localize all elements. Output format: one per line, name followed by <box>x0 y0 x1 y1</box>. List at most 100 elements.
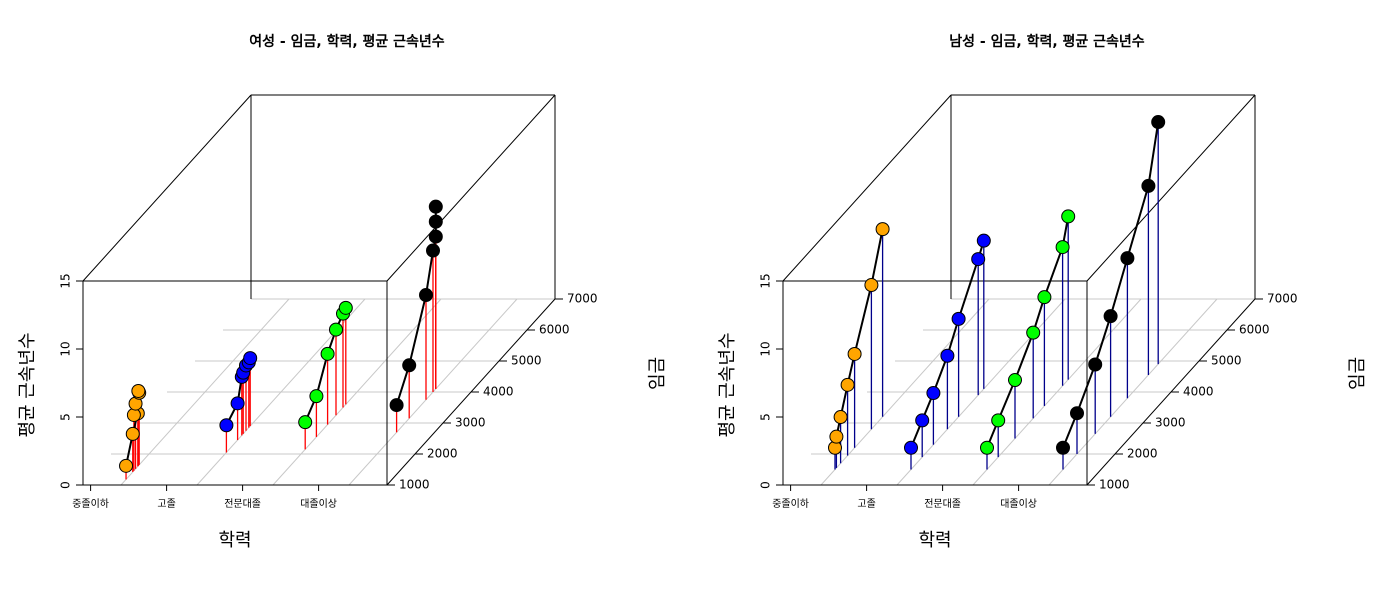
series-3 <box>980 209 1076 470</box>
series-4 <box>1056 115 1166 470</box>
z-axis-label: 평균 근속년수 <box>717 332 738 437</box>
y-tick-label-4: 5000 <box>511 354 542 368</box>
grid-line-x-3 <box>272 298 442 486</box>
chart-title: 남성 - 임금, 학력, 평균 근속년수 <box>949 33 1144 50</box>
data-point-6 <box>1141 178 1156 193</box>
data-point-7 <box>131 383 146 398</box>
z-tick-label-3: 15 <box>759 273 773 288</box>
z-tick-label-2: 10 <box>59 341 73 356</box>
z-tick-label-0: 0 <box>759 481 773 489</box>
data-point-7 <box>1151 115 1166 130</box>
y-tick-label-6: 7000 <box>1267 292 1298 306</box>
series-2 <box>904 233 991 470</box>
data-point-5 <box>1037 290 1052 305</box>
data-point-3 <box>926 386 941 401</box>
y-tick-label-3: 4000 <box>483 385 514 399</box>
data-point-1 <box>980 440 994 455</box>
x-tick-label-3: 대졸이상 <box>300 498 337 510</box>
x-tick-label-2: 전문대졸 <box>224 498 261 510</box>
series-1 <box>828 222 890 470</box>
x-tick-label-2: 전문대졸 <box>924 498 961 510</box>
data-point-2 <box>402 358 417 373</box>
data-point-7 <box>976 233 991 248</box>
data-point-3 <box>1088 357 1103 372</box>
x-axis-label: 학력 <box>218 530 251 551</box>
box-edge-CG <box>1086 94 1256 282</box>
x-tick-label-1: 고졸 <box>857 498 875 510</box>
data-point-6 <box>338 300 353 315</box>
data-point-2 <box>829 429 844 444</box>
data-point-7 <box>243 351 258 366</box>
data-point-3 <box>1008 373 1022 388</box>
x-tick-label-3: 대졸이상 <box>1000 498 1037 510</box>
z-tick-label-1: 5 <box>59 413 73 421</box>
data-point-3 <box>833 410 848 425</box>
chart-panel-2: 0 5 10 15 1000 2000 3000 4000 5000 6000 7000 중졸이하 고졸… <box>717 33 1368 551</box>
x-tick-label-0: 중졸이하 <box>72 497 109 510</box>
data-point-4 <box>1103 309 1118 324</box>
z-tick-label-2: 10 <box>759 341 773 356</box>
z-axis-label: 평균 근속년수 <box>17 332 38 437</box>
data-point-6 <box>971 252 986 267</box>
data-point-1 <box>119 458 134 473</box>
data-point-5 <box>951 311 966 326</box>
z-tick-label-0: 0 <box>59 481 73 489</box>
x-tick-label-1: 고졸 <box>157 498 175 510</box>
y-tick-label-0: 1000 <box>1099 478 1130 492</box>
data-point-4 <box>840 377 855 392</box>
data-point-7 <box>428 199 443 214</box>
box-edge-DH <box>82 94 252 282</box>
y-tick-label-2: 3000 <box>455 416 486 430</box>
data-point-6 <box>1055 240 1070 255</box>
data-point-2 <box>309 389 324 404</box>
data-point-1 <box>904 440 918 455</box>
grid-line-x-1 <box>120 298 290 486</box>
series-1 <box>119 383 147 480</box>
data-point-2 <box>915 413 930 428</box>
y-tick-label-3: 4000 <box>1183 385 1214 399</box>
y-tick-label-1: 2000 <box>1127 447 1158 461</box>
data-point-1 <box>298 415 313 430</box>
series-3 <box>298 300 353 450</box>
z-tick-label-3: 15 <box>59 273 73 288</box>
y-tick-label-4: 5000 <box>1211 354 1242 368</box>
y-tick-label-2: 3000 <box>1155 416 1186 430</box>
data-point-6 <box>428 214 443 229</box>
y-tick-label-0: 1000 <box>399 478 430 492</box>
z-tick-label-1: 5 <box>759 413 773 421</box>
data-point-2 <box>230 396 245 411</box>
data-point-1 <box>389 398 404 413</box>
data-point-7 <box>875 222 890 237</box>
x-tick-label-0: 중졸이하 <box>772 497 809 510</box>
data-point-4 <box>426 243 440 258</box>
box-edge-DH <box>782 94 952 282</box>
data-point-7 <box>1061 209 1076 224</box>
y-axis-label: 임금 <box>647 357 668 390</box>
y-tick-label-6: 7000 <box>567 292 598 306</box>
data-point-1 <box>1056 440 1070 455</box>
grid-line-x-3 <box>972 298 1142 486</box>
data-point-3 <box>320 346 335 361</box>
box-edge-CG <box>386 94 556 282</box>
data-point-6 <box>864 278 879 293</box>
grid-line-x-1 <box>820 298 990 486</box>
y-axis-label: 임금 <box>1347 357 1368 390</box>
x-axis-label: 학력 <box>918 530 951 551</box>
data-point-4 <box>126 407 141 422</box>
data-point-5 <box>428 229 443 244</box>
y-tick-label-1: 2000 <box>427 447 458 461</box>
data-point-5 <box>847 346 862 361</box>
y-tick-label-5: 6000 <box>1239 323 1270 337</box>
chart-panel-1: 0 5 10 15 1000 2000 3000 4000 5000 6000 7000 중졸이하 고졸… <box>17 33 668 551</box>
chart-title: 여성 - 임금, 학력, 평균 근속년수 <box>249 33 444 50</box>
data-point-2 <box>991 413 1006 428</box>
data-point-2 <box>1070 406 1084 421</box>
y-tick-label-5: 6000 <box>539 323 570 337</box>
data-point-4 <box>1026 325 1041 340</box>
data-point-5 <box>1120 251 1135 266</box>
data-point-4 <box>329 322 343 337</box>
data-point-2 <box>125 426 140 441</box>
data-point-4 <box>940 348 955 363</box>
